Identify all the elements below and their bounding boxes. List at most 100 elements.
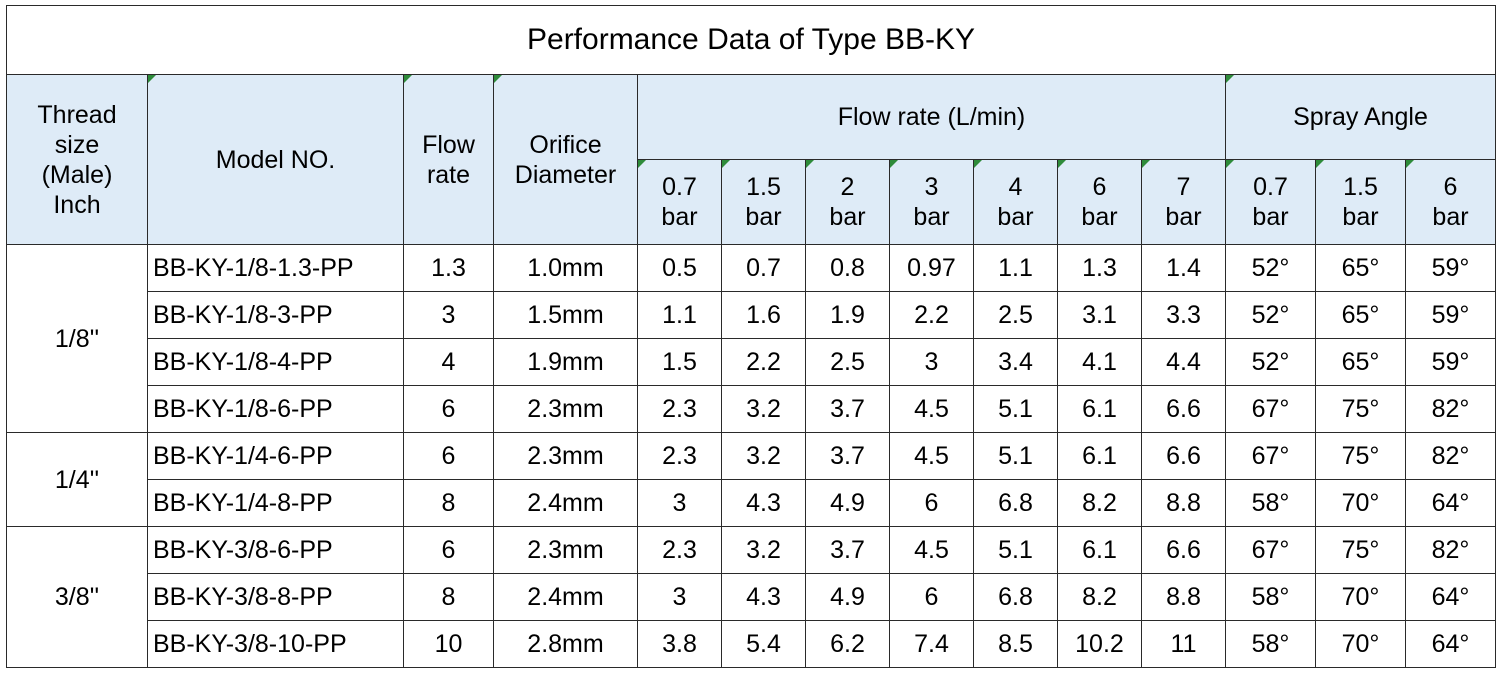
flow-value-cell: 6.6 (1141, 385, 1226, 433)
header-thread-line: size (54, 130, 100, 159)
spray-angle-cell: 64° (1405, 479, 1496, 527)
flow-value-cell: 0.8 (805, 244, 890, 292)
flow-value-cell: 3.1 (1057, 291, 1142, 339)
spray-angle-cell: 58° (1225, 573, 1316, 621)
table-row: BB-KY-1/4-8-PP 8 2.4mm 3 4.3 4.9 6 6.8 8.2 8.8 58°… (7, 479, 1496, 527)
orifice-cell: 2.3mm (493, 385, 638, 433)
spray-angle-cell: 59° (1405, 291, 1496, 339)
flow-value-cell: 4.5 (889, 526, 974, 574)
header-spray-pressure: 6 bar (1405, 159, 1496, 245)
flow-rate-cell: 4 (403, 338, 494, 386)
spray-angle-cell: 82° (1405, 432, 1496, 480)
flow-value-cell: 5.4 (721, 620, 806, 668)
orifice-cell: 1.5mm (493, 291, 638, 339)
spray-angle-cell: 59° (1405, 244, 1496, 292)
header-flow-pressure: 0.7 bar (637, 159, 722, 245)
header-flow-rate: Flow rate (403, 74, 494, 245)
header-flow-pressure: 3 bar (889, 159, 974, 245)
flow-value-cell: 1.1 (637, 291, 722, 339)
flow-rate-cell: 8 (403, 573, 494, 621)
header-thread-line: Thread (37, 100, 117, 129)
table-row: BB-KY-3/8-8-PP 8 2.4mm 3 4.3 4.9 6 6.8 8.2 8.8 58°… (7, 573, 1496, 621)
spray-angle-cell: 70° (1315, 573, 1406, 621)
flow-value-cell: 8.8 (1141, 573, 1226, 621)
flow-value-cell: 4.9 (805, 573, 890, 621)
flow-value-cell: 2.3 (637, 385, 722, 433)
model-cell: BB-KY-1/4-8-PP (147, 479, 404, 527)
spray-angle-cell: 67° (1225, 526, 1316, 574)
model-cell: BB-KY-1/8-4-PP (147, 338, 404, 386)
model-cell: BB-KY-1/4-6-PP (147, 432, 404, 480)
performance-table-sheet: Performance Data of Type BB-KY Thread si… (6, 5, 1496, 668)
flow-value-cell: 8.2 (1057, 573, 1142, 621)
orifice-cell: 2.4mm (493, 573, 638, 621)
thread-size-cell: 1/4'' (6, 432, 148, 527)
table-row: 1/8'' BB-KY-1/8-1.3-PP 1.3 1.0mm 0.5 0.7 0.8 0.… (6, 244, 1496, 433)
flow-value-cell: 6.1 (1057, 432, 1142, 480)
flow-value-cell: 4.3 (721, 479, 806, 527)
table-row: BB-KY-1/8-3-PP 3 1.5mm 1.1 1.6 1.9 2.2 2.5 3.1 3.… (7, 291, 1496, 339)
table-title: Performance Data of Type BB-KY (6, 5, 1496, 75)
flow-value-cell: 5.1 (973, 526, 1058, 574)
flow-value-cell: 1.9 (805, 291, 890, 339)
header-flow-pressure: 7 bar (1141, 159, 1226, 245)
flow-value-cell: 4.4 (1141, 338, 1226, 386)
flow-value-cell: 0.7 (721, 244, 806, 292)
orifice-cell: 1.0mm (493, 244, 638, 292)
flow-value-cell: 1.6 (721, 291, 806, 339)
flow-value-cell: 1.3 (1057, 244, 1142, 292)
spray-angle-cell: 82° (1405, 526, 1496, 574)
spray-angle-cell: 64° (1405, 573, 1496, 621)
flow-value-cell: 4.5 (889, 432, 974, 480)
header-model-no: Model NO. (147, 74, 404, 245)
flow-rate-cell: 6 (403, 432, 494, 480)
flow-rate-cell: 6 (403, 385, 494, 433)
flow-value-cell: 3.7 (805, 385, 890, 433)
orifice-cell: 2.4mm (493, 479, 638, 527)
flow-value-cell: 2.2 (721, 338, 806, 386)
flow-value-cell: 4.3 (721, 573, 806, 621)
table-row: BB-KY-1/8-6-PP 6 2.3mm 2.3 3.2 3.7 4.5 5.1 6.1 6.… (7, 385, 1496, 433)
spray-angle-cell: 67° (1225, 385, 1316, 433)
flow-value-cell: 3.7 (805, 432, 890, 480)
header-flow-pressure: 6 bar (1057, 159, 1142, 245)
flow-rate-cell: 3 (403, 291, 494, 339)
spray-angle-cell: 64° (1405, 620, 1496, 668)
model-cell: BB-KY-3/8-8-PP (147, 573, 404, 621)
flow-value-cell: 3.2 (721, 526, 806, 574)
flow-value-cell: 2.3 (637, 526, 722, 574)
spray-angle-cell: 82° (1405, 385, 1496, 433)
spray-angle-cell: 70° (1315, 620, 1406, 668)
header-spray-group: Spray Angle (1225, 74, 1496, 160)
spray-angle-cell: 52° (1225, 244, 1316, 292)
flow-value-cell: 11 (1141, 620, 1226, 668)
flow-value-cell: 8.8 (1141, 479, 1226, 527)
header-thread-line: (Male) (41, 160, 113, 189)
flow-value-cell: 10.2 (1057, 620, 1142, 668)
flow-value-cell: 6.2 (805, 620, 890, 668)
flow-value-cell: 4.1 (1057, 338, 1142, 386)
header-thread-line: Inch (53, 190, 101, 219)
table-row: BB-KY-3/8-10-PP 10 2.8mm 3.8 5.4 6.2 7.4 8.5 10.… (7, 620, 1496, 668)
flow-value-cell: 1.5 (637, 338, 722, 386)
flow-value-cell: 3.2 (721, 432, 806, 480)
flow-value-cell: 1.4 (1141, 244, 1226, 292)
header-flow-pressure: 2 bar (805, 159, 890, 245)
spray-angle-cell: 58° (1225, 620, 1316, 668)
flow-value-cell: 3 (637, 479, 722, 527)
header-flow-pressure: 4 bar (973, 159, 1058, 245)
flow-value-cell: 2.5 (973, 291, 1058, 339)
flow-value-cell: 6.8 (973, 573, 1058, 621)
orifice-cell: 2.8mm (493, 620, 638, 668)
spray-angle-cell: 75° (1315, 385, 1406, 433)
spray-angle-cell: 65° (1315, 291, 1406, 339)
flow-value-cell: 7.4 (889, 620, 974, 668)
spray-angle-cell: 52° (1225, 291, 1316, 339)
table-row: 3/8'' BB-KY-3/8-6-PP 6 2.3mm 2.3 3.2 3.7 4.5 5.1… (6, 526, 1496, 668)
model-cell: BB-KY-1/8-1.3-PP (147, 244, 404, 292)
flow-value-cell: 0.97 (889, 244, 974, 292)
header-thread-size: Thread size (Male) Inch (6, 74, 148, 245)
spray-angle-cell: 65° (1315, 338, 1406, 386)
spray-angle-cell: 67° (1225, 432, 1316, 480)
flow-value-cell: 8.2 (1057, 479, 1142, 527)
